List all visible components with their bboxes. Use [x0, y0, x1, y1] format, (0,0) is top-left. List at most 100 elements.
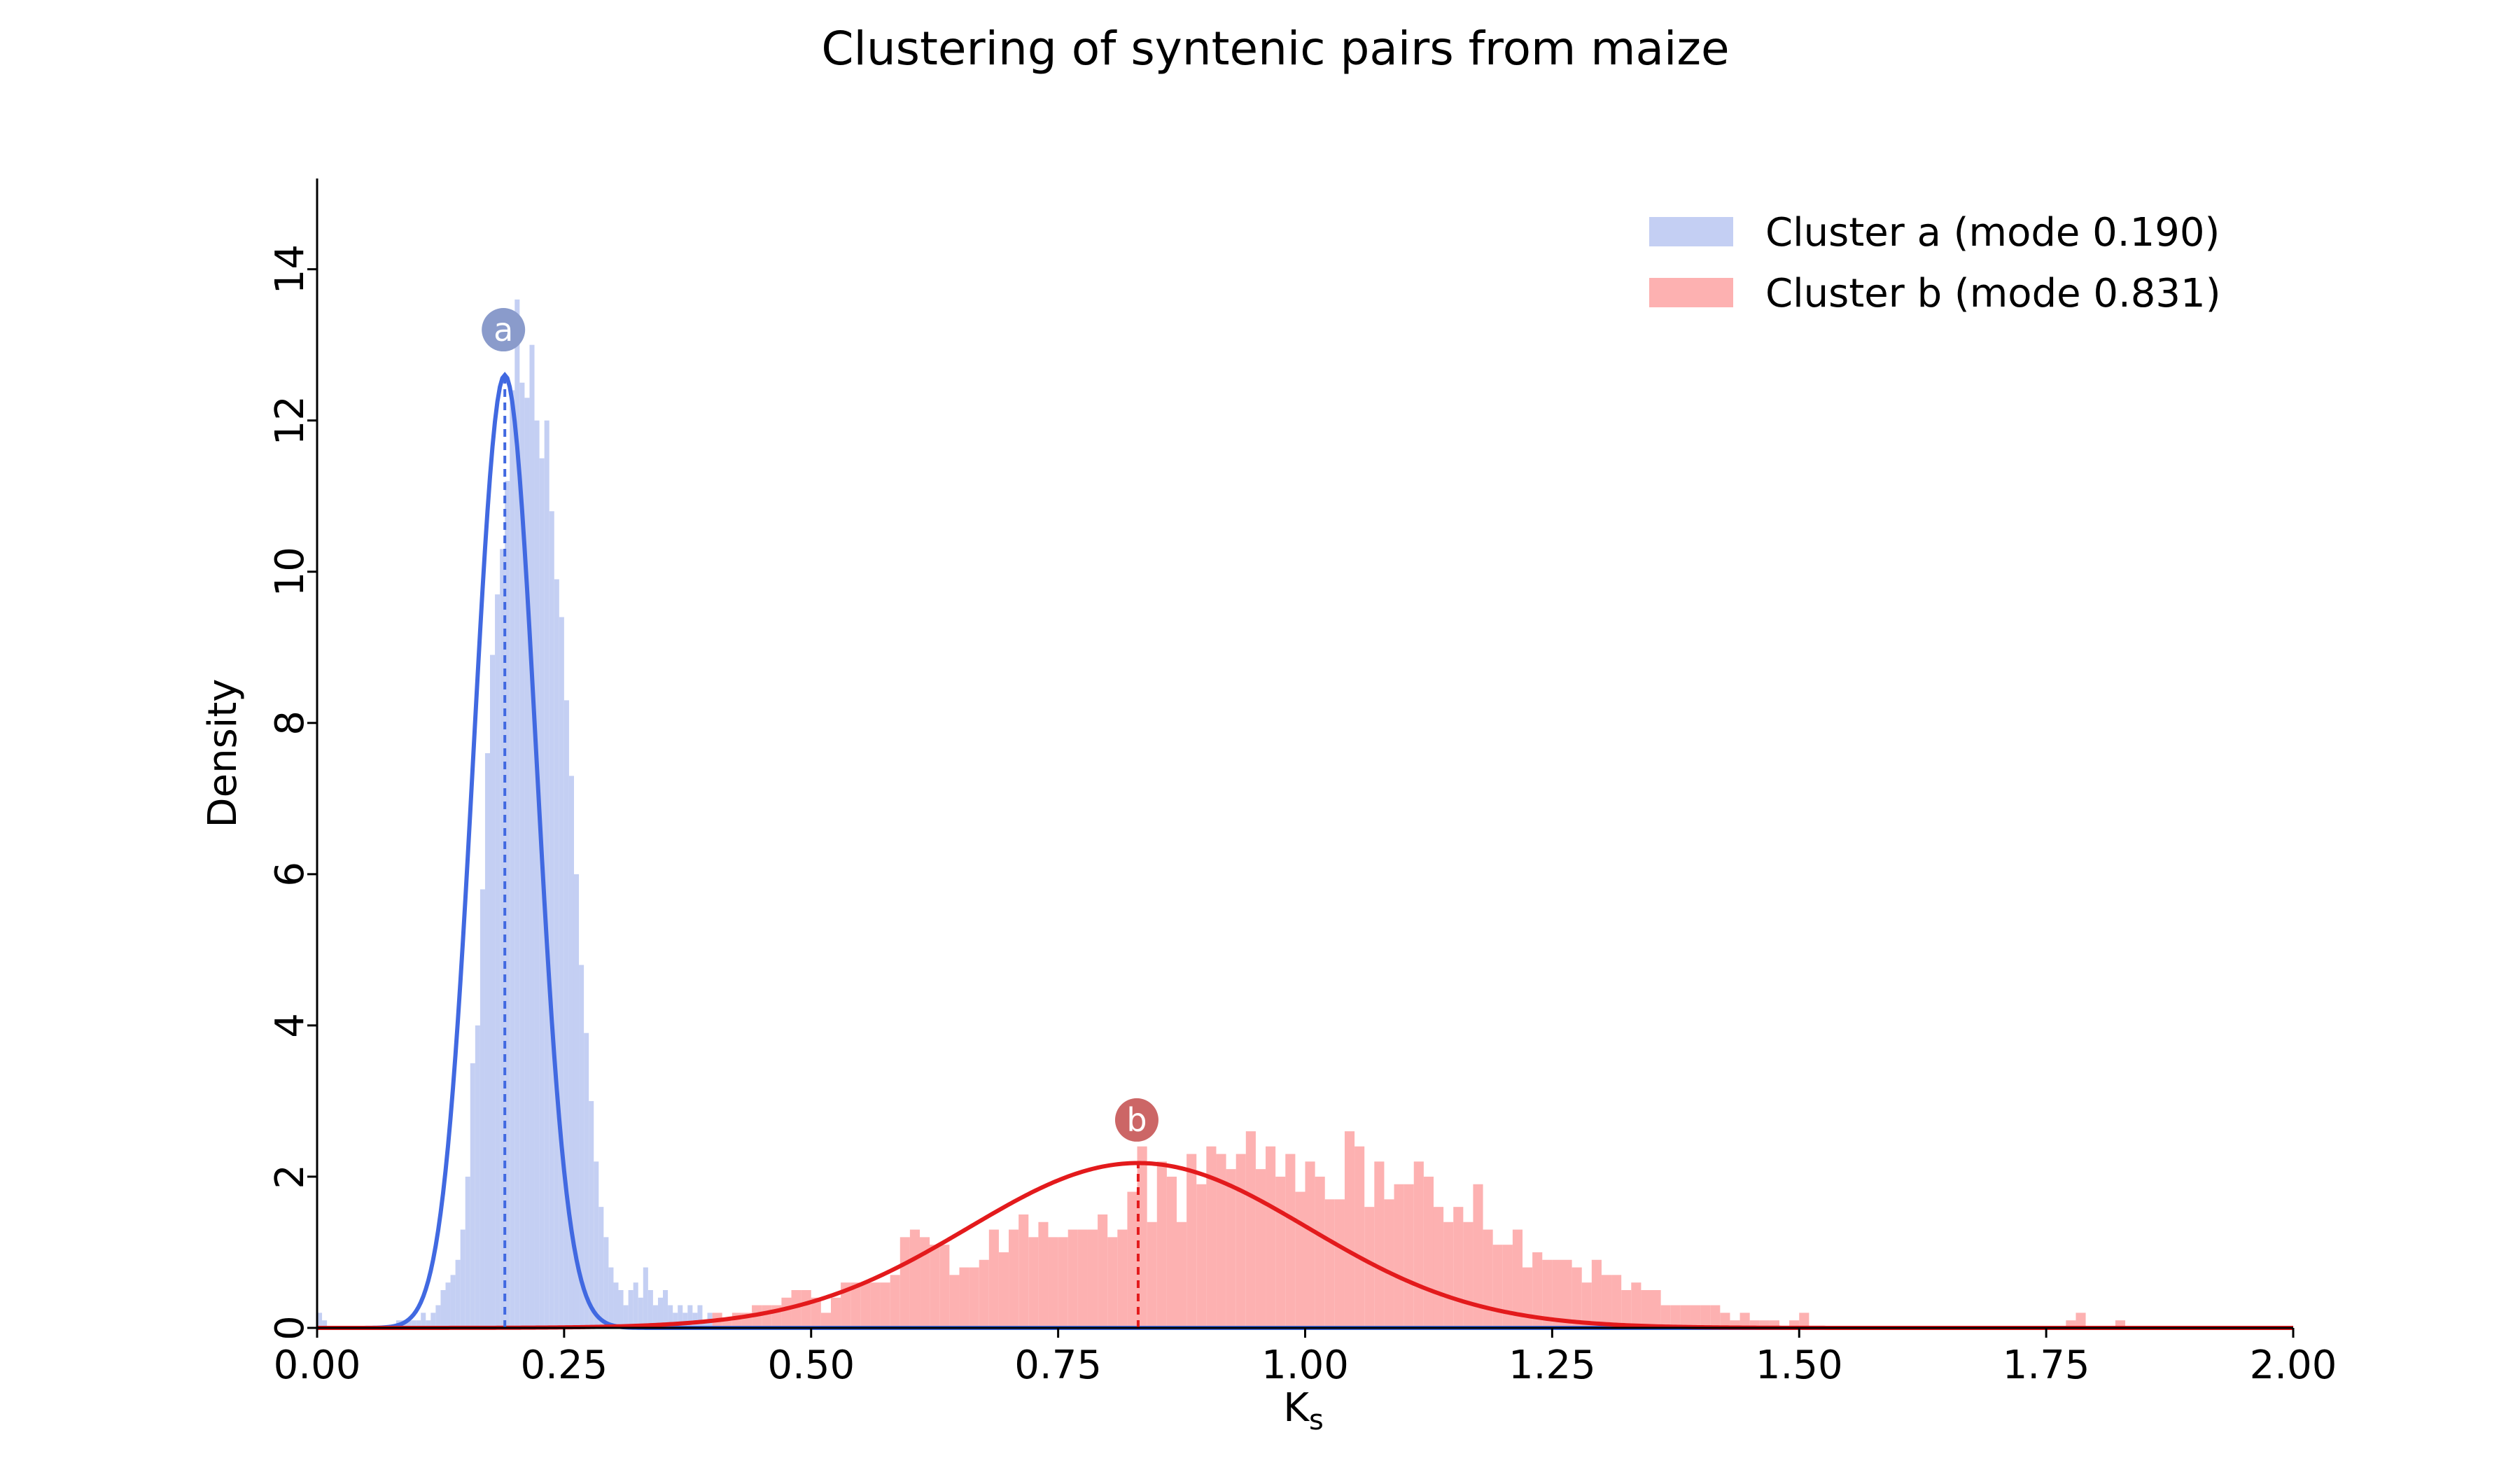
histogram-bar-cluster-b: [2115, 1320, 2126, 1328]
histogram-bar-cluster-a: [652, 1305, 658, 1328]
histogram-bar-cluster-b: [791, 1289, 802, 1328]
histogram-bar-cluster-b: [1404, 1184, 1414, 1328]
histogram-bar-cluster-a: [475, 1025, 480, 1328]
histogram-bar-cluster-a: [628, 1289, 634, 1328]
histogram-bar-cluster-b: [2066, 1320, 2076, 1328]
histogram-bar-cluster-b: [1295, 1191, 1306, 1328]
histogram-bar-cluster-a: [430, 1312, 436, 1328]
histogram-bar-cluster-b: [1166, 1176, 1177, 1328]
histogram-bar-cluster-b: [1581, 1282, 1592, 1328]
histogram-bar-cluster-b: [860, 1282, 871, 1328]
y-tick-label: 4: [267, 1013, 313, 1038]
histogram-bar-cluster-a: [445, 1282, 451, 1328]
histogram-bar-cluster-b: [1156, 1161, 1167, 1328]
histogram-bar-cluster-b: [1522, 1267, 1533, 1328]
histogram-bar-cluster-a: [465, 1176, 470, 1328]
histogram-bar-cluster-b: [1552, 1259, 1562, 1328]
histogram-bar-cluster-a: [623, 1305, 629, 1328]
histogram-bar-cluster-b: [1107, 1237, 1118, 1328]
histogram-bar-cluster-b: [1670, 1305, 1681, 1328]
y-axis-ticks: 0 2 4 6 8 10 12 14: [267, 244, 317, 1340]
histogram-bar-cluster-b: [722, 1320, 732, 1328]
histogram-bar-cluster-a: [598, 1207, 604, 1328]
histogram-bar-cluster-b: [1147, 1222, 1157, 1328]
histogram-bar-cluster-b: [1216, 1154, 1226, 1328]
histogram-bar-cluster-b: [1423, 1176, 1434, 1328]
histogram-bar-cluster-b: [959, 1267, 969, 1328]
histogram-bar-cluster-b: [1009, 1229, 1019, 1328]
histogram-bar-cluster-b: [1759, 1320, 1770, 1328]
histogram-bar-cluster-a: [579, 965, 584, 1328]
x-tick-label: 2.00: [2250, 1343, 2337, 1388]
histogram-bar-cluster-a: [638, 1297, 643, 1328]
histogram-bar-cluster-a: [697, 1305, 703, 1328]
histogram-bar-cluster-b: [1394, 1184, 1404, 1328]
peak-marker-cluster-b: b: [1114, 1098, 1158, 1142]
x-axis-label-main: K: [1283, 1385, 1310, 1431]
histogram-bar-cluster-b: [1532, 1252, 1543, 1328]
histogram-bar-cluster-a: [421, 1312, 426, 1328]
histogram-bar-cluster-a: [490, 654, 496, 1328]
legend-swatch-cluster-b: [1649, 278, 1733, 307]
histogram-cluster-b: [712, 1131, 2126, 1328]
x-tick-label: 0.50: [767, 1343, 855, 1388]
histogram-bar-cluster-b: [850, 1282, 861, 1328]
legend-item-cluster-a: Cluster a (mode 0.190): [1649, 210, 2220, 255]
histogram-bar-cluster-a: [505, 481, 510, 1329]
histogram-bar-cluster-b: [1502, 1245, 1513, 1328]
histogram-bar-cluster-b: [1245, 1131, 1256, 1328]
histogram-bar-cluster-b: [1285, 1154, 1296, 1328]
histogram-bar-cluster-a: [514, 299, 520, 1329]
histogram-bar-cluster-b: [1364, 1207, 1375, 1328]
histogram-bar-cluster-b: [939, 1245, 950, 1328]
x-tick-label: 1.50: [1756, 1343, 1843, 1388]
histogram-bar-cluster-b: [1463, 1222, 1474, 1328]
y-tick-label: 0: [267, 1315, 313, 1340]
histogram-bar-cluster-b: [1127, 1191, 1138, 1328]
histogram-bar-cluster-a: [568, 776, 574, 1328]
histogram-bar-cluster-a: [460, 1229, 465, 1328]
histogram-bar-cluster-b: [1344, 1131, 1355, 1328]
histogram-bar-cluster-b: [801, 1289, 811, 1328]
histogram-bar-cluster-b: [1038, 1222, 1049, 1328]
y-tick-label: 12: [267, 396, 313, 445]
legend-label-cluster-b: Cluster b (mode 0.831): [1765, 271, 2221, 316]
histogram-bar-cluster-a: [648, 1289, 653, 1328]
histogram-bar-cluster-a: [544, 420, 550, 1328]
histogram-bar-cluster-a: [673, 1312, 678, 1328]
histogram-bar-cluster-b: [1018, 1214, 1029, 1328]
histogram-bar-cluster-a: [678, 1305, 683, 1328]
histogram-bar-cluster-b: [1769, 1320, 1780, 1328]
histogram-bar-cluster-b: [1305, 1161, 1315, 1328]
legend-label-cluster-a: Cluster a (mode 0.190): [1765, 210, 2220, 255]
histogram-bar-cluster-b: [1473, 1184, 1483, 1328]
histogram-bar-cluster-b: [1710, 1305, 1721, 1328]
peak-marker-label-b: b: [1126, 1101, 1147, 1139]
histogram-bar-cluster-b: [1651, 1289, 1661, 1328]
histogram-bar-cluster-a: [687, 1305, 693, 1328]
histogram-bar-cluster-b: [969, 1267, 979, 1328]
peak-marker-circle-b: [1114, 1098, 1158, 1142]
histogram-bar-cluster-a: [406, 1320, 412, 1328]
histogram-bar-cluster-b: [1058, 1237, 1068, 1328]
histogram-bar-cluster-b: [781, 1297, 792, 1328]
histogram-bar-cluster-a: [484, 753, 491, 1328]
histogram-bar-cluster-a: [455, 1259, 461, 1328]
histogram-bar-cluster-a: [510, 390, 515, 1329]
y-tick-label: 8: [267, 710, 313, 736]
peak-marker-circle-a: [482, 308, 526, 352]
histogram-bar-cluster-b: [1275, 1176, 1286, 1328]
histogram-bar-cluster-a: [663, 1289, 668, 1328]
x-axis-ticks: 0.00 0.25 0.50 0.75 1.00 1.25 1.50 1.75 2.00: [274, 1328, 2337, 1388]
x-axis-label-subscript: s: [1309, 1404, 1324, 1436]
histogram-bar-cluster-b: [1749, 1320, 1760, 1328]
histogram-bar-cluster-b: [1631, 1282, 1642, 1328]
histogram-bar-cluster-b: [949, 1275, 960, 1328]
histogram-bar-cluster-b: [732, 1312, 742, 1328]
histogram-bar-cluster-b: [1226, 1169, 1236, 1328]
histogram-bar-cluster-a: [519, 382, 525, 1328]
histogram-bar-cluster-a: [702, 1320, 708, 1328]
histogram-bar-cluster-b: [1680, 1305, 1690, 1328]
histogram-bar-cluster-b: [1384, 1199, 1394, 1328]
